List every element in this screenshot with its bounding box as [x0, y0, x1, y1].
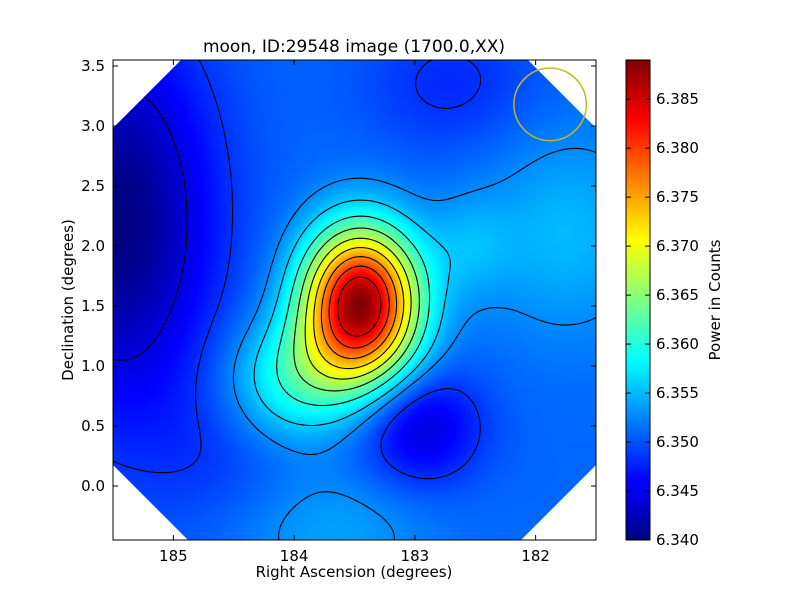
colorbar-tick-label: 6.350: [656, 433, 699, 451]
y-tick-label: 1.5: [81, 297, 105, 315]
x-tick-label: 182: [521, 547, 550, 565]
colorbar-tick-label: 6.375: [656, 188, 699, 206]
y-tick-label: 3.5: [81, 57, 105, 75]
masked-corner: [113, 60, 181, 128]
plot-frame: [112, 59, 597, 541]
y-tick-label: 1.0: [81, 357, 105, 375]
contour-line: [113, 60, 482, 480]
colorbar-tick-label: 6.345: [656, 482, 699, 500]
colorbar-tick-label: 6.385: [656, 90, 699, 108]
contour-line: [320, 256, 398, 360]
y-tick-label: 0.0: [81, 477, 105, 495]
colorbar-tick-label: 6.360: [656, 335, 699, 353]
colorbar-tick-label: 6.370: [656, 237, 699, 255]
contour-lines: [113, 60, 596, 540]
colorbar-tick-label: 6.380: [656, 139, 699, 157]
contour-line: [253, 199, 451, 427]
masked-corner: [113, 465, 188, 540]
colorbar-label: Power in Counts: [706, 239, 724, 360]
masked-corner: [521, 465, 596, 540]
beam-circle: [513, 67, 588, 142]
colorbar: [625, 59, 651, 541]
contour-line: [337, 276, 382, 337]
chart-title: moon, ID:29548 image (1700.0,XX): [203, 37, 505, 57]
x-tick-label: 184: [280, 547, 309, 565]
masked-corners: [113, 60, 596, 540]
colorbar-tick-label: 6.355: [656, 384, 699, 402]
contour-line: [293, 227, 420, 392]
x-axis-label: Right Ascension (degrees): [256, 563, 453, 581]
colorbar-ticks: 6.340 6.345 6.350 6.355 6.360 6.365 6.370 6.375…: [626, 90, 699, 549]
y-tick-label: 3.0: [81, 117, 105, 135]
contour-line: [328, 265, 390, 349]
contour-line: [313, 246, 405, 370]
contour-line: [276, 215, 431, 407]
y-axis: 0.0 0.5 1.0 1.5 2.0 2.5 3.0 3.5: [81, 57, 596, 495]
contour-line: [232, 147, 596, 540]
y-tick-label: 2.5: [81, 177, 105, 195]
x-tick-label: 183: [401, 547, 430, 565]
plot-area: [113, 60, 596, 540]
colorbar-tick-label: 6.365: [656, 286, 699, 304]
contour-line: [304, 237, 412, 380]
y-axis-label: Declination (degrees): [59, 219, 77, 381]
masked-corner: [528, 60, 596, 128]
colorbar-tick-label: 6.340: [656, 531, 699, 549]
x-axis: 185 184 183 182: [159, 60, 550, 565]
x-tick-label: 185: [159, 547, 188, 565]
heatmap-image: [113, 60, 596, 540]
y-tick-label: 2.0: [81, 237, 105, 255]
y-tick-label: 0.5: [81, 417, 105, 435]
